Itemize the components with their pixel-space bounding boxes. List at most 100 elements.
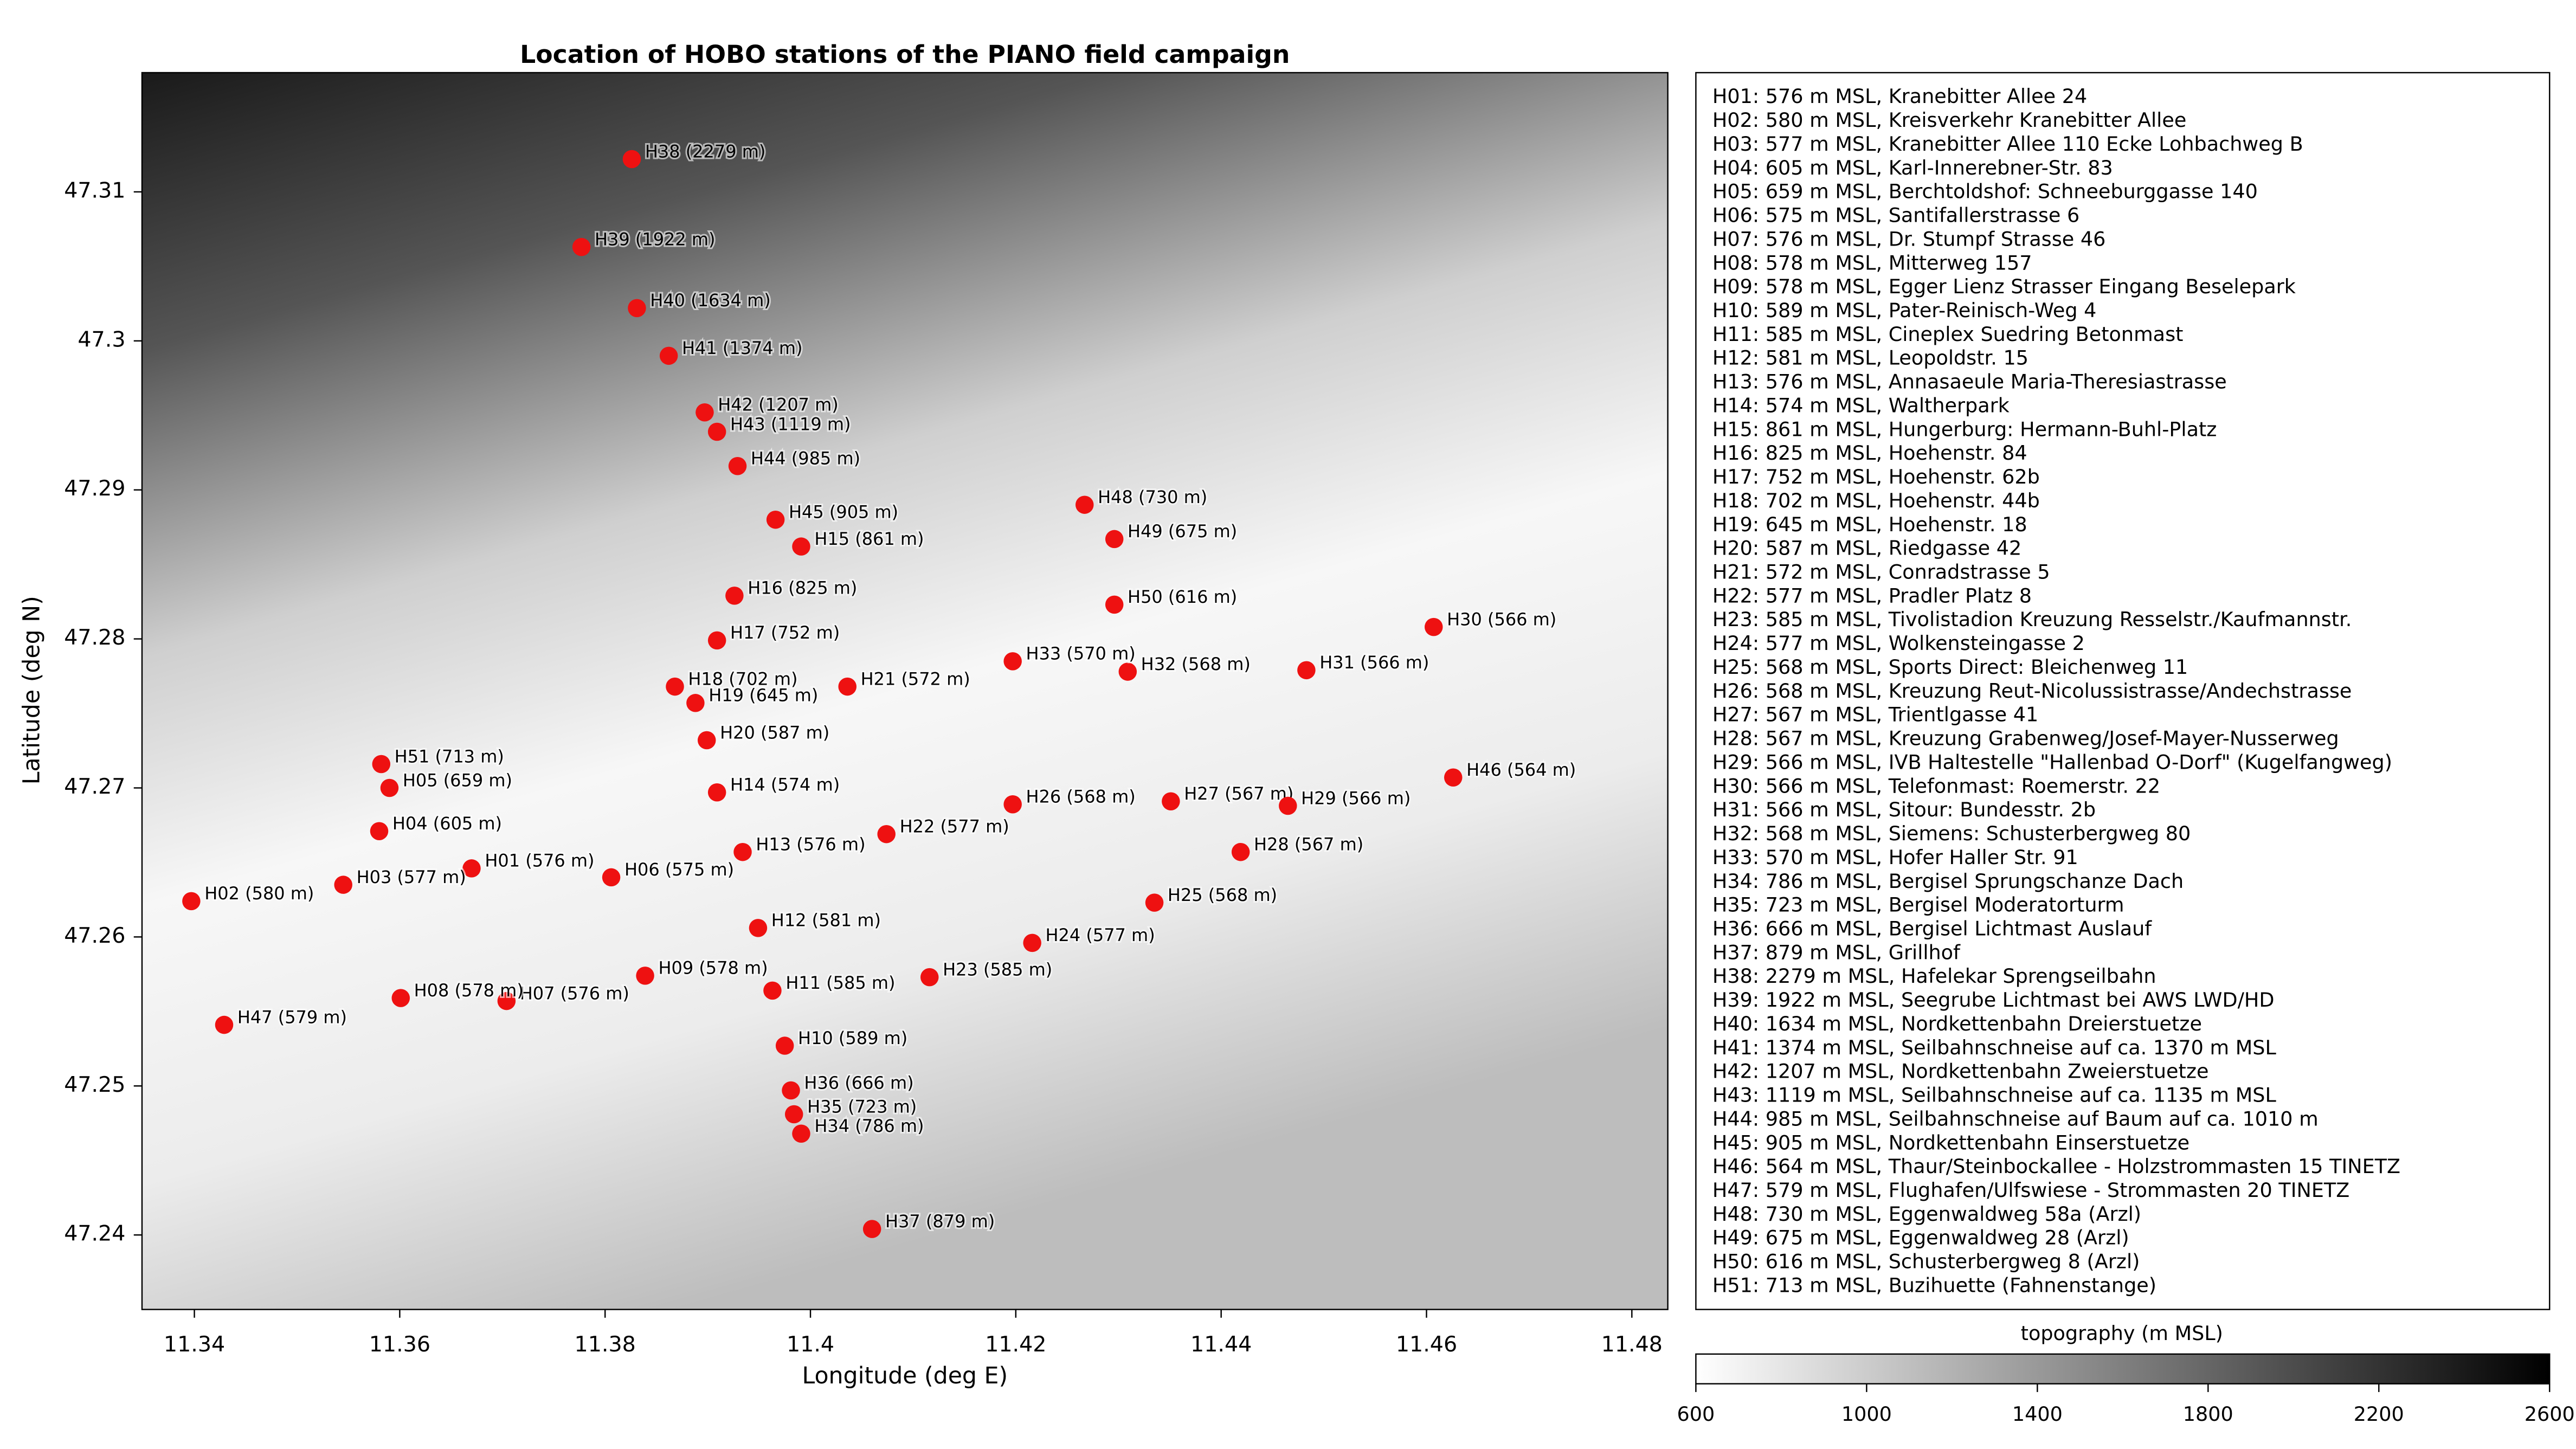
y-tick-label: 47.27: [64, 774, 125, 799]
legend-entry: H43: 1119 m MSL, Seilbahnschneise auf ca…: [1712, 1084, 2277, 1107]
station-label: H40 (1634 m): [650, 290, 771, 311]
chart-title: Location of HOBO stations of the PIANO f…: [520, 40, 1290, 69]
legend-entry: H09: 578 m MSL, Egger Lienz Strasser Ein…: [1712, 275, 2296, 298]
station-label: H08 (578 m): [414, 980, 524, 1001]
station-label: H09 (578 m): [658, 958, 768, 978]
station: [462, 859, 481, 878]
legend-entry: H44: 985 m MSL, Seilbahnschneise auf Bau…: [1712, 1107, 2319, 1130]
station-label: H51 (713 m): [395, 746, 504, 767]
station: [1297, 661, 1316, 680]
station-label: H18 (702 m): [688, 668, 797, 689]
colorbar-tick-label: 1400: [2012, 1402, 2063, 1426]
legend-entry: H49: 675 m MSL, Eggenwaldweg 28 (Arzl): [1712, 1226, 2129, 1250]
legend-entry: H24: 577 m MSL, Wolkensteingasse 2: [1712, 632, 2085, 655]
station: [707, 631, 726, 650]
station: [763, 981, 782, 1000]
station: [877, 825, 896, 843]
station: [372, 755, 391, 774]
station-label: H27 (567 m): [1184, 783, 1293, 804]
station-label: H17 (752 m): [730, 622, 840, 643]
station: [686, 694, 705, 712]
station: [725, 587, 744, 605]
station: [334, 875, 352, 894]
legend-entry: H29: 566 m MSL, IVB Haltestelle "Hallenb…: [1712, 750, 2392, 774]
legend-entry: H07: 576 m MSL, Dr. Stumpf Strasse 46: [1712, 227, 2106, 250]
plot-frame: [141, 72, 1669, 1310]
x-tick-label: 11.38: [575, 1332, 636, 1357]
station: [1105, 595, 1124, 614]
station: [215, 1015, 234, 1034]
colorbar: [1695, 1353, 2551, 1384]
legend-entry: H34: 786 m MSL, Bergisel Sprungschanze D…: [1712, 870, 2184, 893]
y-tick-label: 47.24: [64, 1221, 125, 1246]
station-label: H13 (576 m): [756, 834, 865, 855]
station-label: H14 (574 m): [730, 775, 840, 795]
legend-entry: H36: 666 m MSL, Bergisel Lichtmast Ausla…: [1712, 917, 2152, 940]
station: [920, 968, 939, 987]
legend-entry: H42: 1207 m MSL, Nordkettenbahn Zweierst…: [1712, 1060, 2209, 1083]
legend-entry: H14: 574 m MSL, Waltherpark: [1712, 394, 2010, 417]
station-label: H45 (905 m): [789, 502, 898, 523]
x-tick-label: 11.42: [985, 1332, 1046, 1357]
station: [697, 731, 716, 750]
station: [784, 1105, 803, 1124]
station: [572, 237, 591, 256]
station: [1118, 662, 1137, 681]
station-label: H33 (570 m): [1026, 643, 1136, 664]
y-axis-label: Latitude (deg N): [18, 596, 45, 784]
legend-entry: H15: 861 m MSL, Hungerburg: Hermann-Buhl…: [1712, 417, 2217, 441]
station-label: H49 (675 m): [1128, 521, 1237, 542]
legend-entry: H02: 580 m MSL, Kreisverkehr Kranebitter…: [1712, 108, 2186, 132]
station-label: H28 (567 m): [1254, 834, 1363, 855]
station-label: H20 (587 m): [720, 722, 829, 743]
legend-entry: H32: 568 m MSL, Siemens: Schusterbergweg…: [1712, 822, 2191, 845]
station: [749, 919, 768, 937]
legend-entry: H17: 752 m MSL, Hoehenstr. 62b: [1712, 465, 2040, 488]
x-tick-label: 11.4: [787, 1332, 834, 1357]
station-label: H15 (861 m): [814, 529, 924, 549]
legend-entry: H41: 1374 m MSL, Seilbahnschneise auf ca…: [1712, 1036, 2277, 1059]
station: [695, 403, 714, 422]
y-tick-label: 47.25: [64, 1072, 125, 1097]
station-label: H44 (985 m): [751, 448, 860, 469]
legend-entry: H21: 572 m MSL, Conradstrasse 5: [1712, 561, 2050, 584]
station-label: H43 (1119 m): [730, 414, 851, 434]
station-label: H03 (577 m): [357, 867, 466, 887]
station: [862, 1220, 881, 1238]
legend-entry: H10: 589 m MSL, Pater-Reinisch-Weg 4: [1712, 299, 2097, 322]
y-tick-label: 47.3: [78, 327, 125, 352]
station: [659, 346, 678, 365]
station: [628, 299, 646, 318]
legend-entry: H28: 567 m MSL, Kreuzung Grabenweg/Josef…: [1712, 727, 2339, 750]
station-label: H35 (723 m): [807, 1096, 917, 1117]
legend-entry: H01: 576 m MSL, Kranebitter Allee 24: [1712, 85, 2087, 108]
station: [666, 677, 684, 696]
station-label: H38 (2279 m): [645, 141, 766, 162]
station: [728, 456, 747, 475]
station: [636, 967, 654, 985]
station: [380, 778, 399, 797]
legend-entry: H48: 730 m MSL, Eggenwaldweg 58a (Arzl): [1712, 1202, 2141, 1226]
station-label: H12 (581 m): [771, 910, 881, 931]
station: [1162, 792, 1180, 810]
station-label: H36 (666 m): [804, 1072, 913, 1093]
station: [1105, 530, 1124, 549]
legend-entry: H38: 2279 m MSL, Hafelekar Sprengseilbah…: [1712, 964, 2156, 988]
station-label: H47 (579 m): [237, 1007, 347, 1027]
station-label: H32 (568 m): [1141, 654, 1251, 674]
legend-entry: H51: 713 m MSL, Buzihuette (Fahnenstange…: [1712, 1273, 2156, 1297]
legend-entry: H26: 568 m MSL, Kreuzung Reut-Nicolussis…: [1712, 679, 2352, 703]
station-label: H50 (616 m): [1128, 587, 1237, 607]
station: [792, 1124, 810, 1143]
legend-entry: H33: 570 m MSL, Hofer Haller Str. 91: [1712, 846, 2078, 869]
station-label: H39 (1922 m): [595, 229, 716, 249]
station-label: H34 (786 m): [814, 1116, 924, 1136]
legend-entry: H40: 1634 m MSL, Nordkettenbahn Dreierst…: [1712, 1012, 2202, 1035]
station-label: H01 (576 m): [485, 851, 594, 871]
y-tick-label: 47.28: [64, 625, 125, 650]
legend-entry: H13: 576 m MSL, Annasaeule Maria-Theresi…: [1712, 370, 2227, 394]
station: [182, 892, 201, 911]
station: [1003, 652, 1022, 671]
colorbar-tick-label: 2600: [2525, 1402, 2575, 1426]
